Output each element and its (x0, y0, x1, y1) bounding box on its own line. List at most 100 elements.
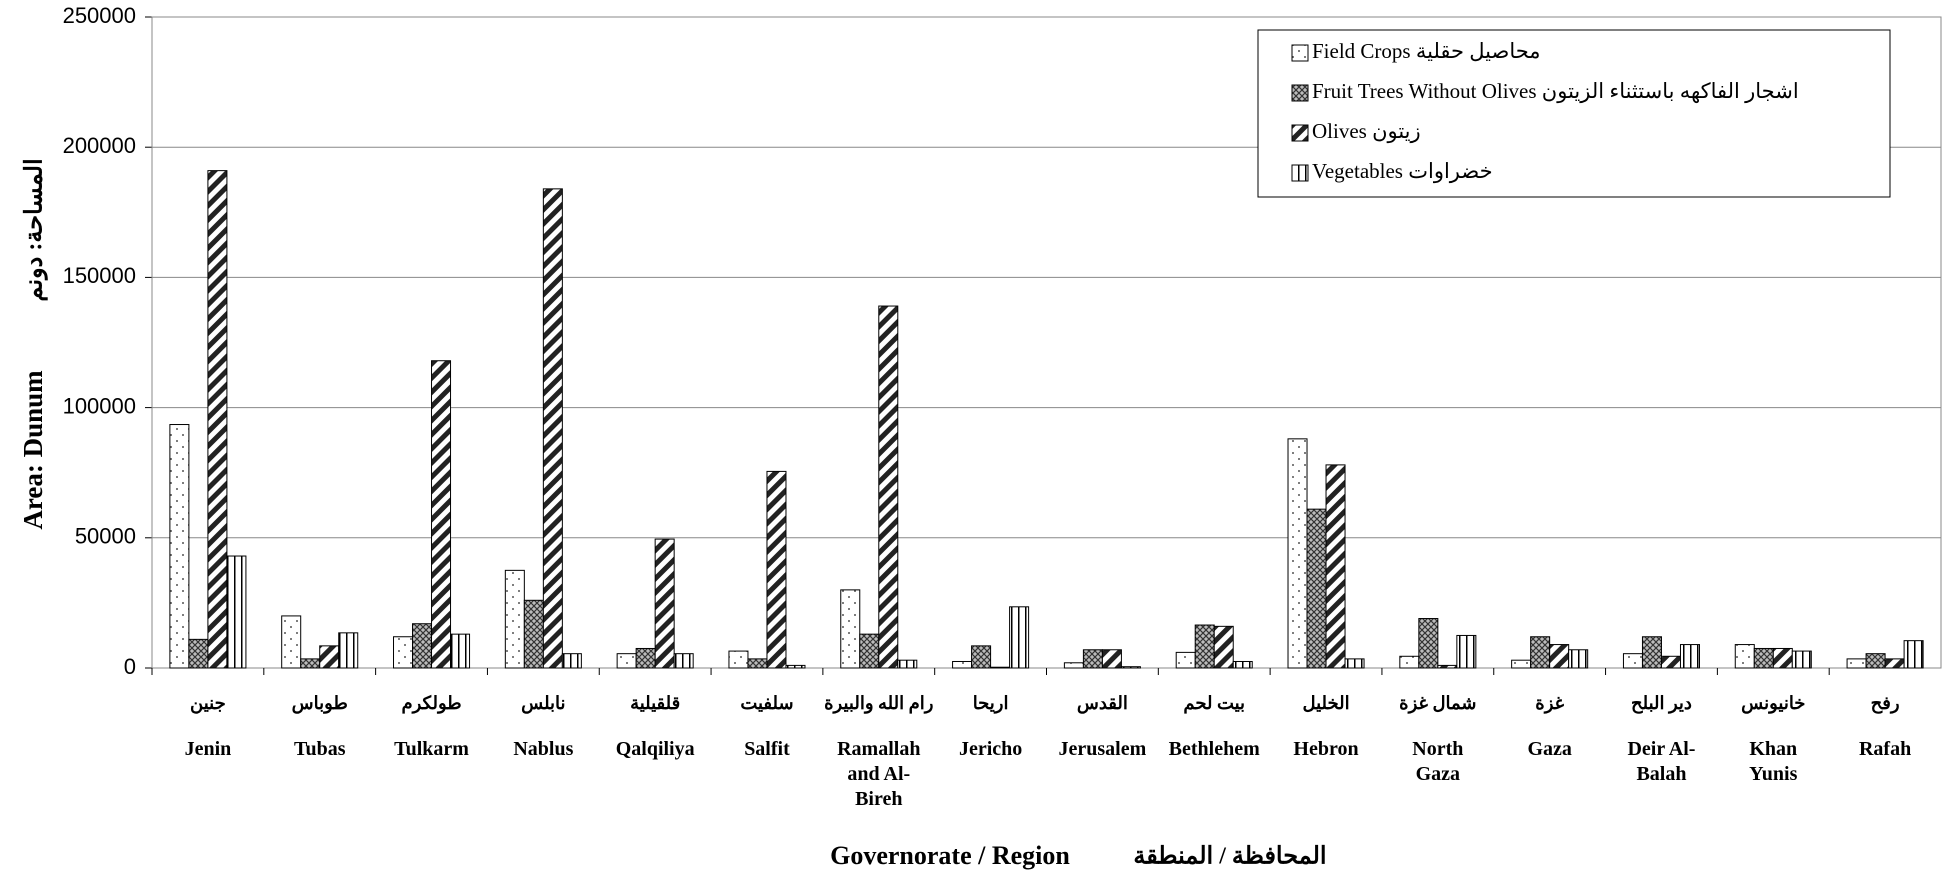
bar (1791, 650, 1812, 669)
bar (1306, 508, 1327, 669)
x-tick-label: Salfit (744, 738, 790, 760)
bar (840, 589, 861, 669)
bar (431, 360, 452, 669)
bar (1194, 624, 1215, 669)
y-axis-title: Area: Dunum (18, 370, 48, 530)
bar (971, 645, 992, 669)
x-tick-label: Bethlehem (1168, 738, 1260, 760)
bar (1418, 618, 1439, 669)
x-tick-label-ar: نابلس (521, 693, 566, 713)
bar (1344, 658, 1365, 669)
legend-label: Olives زيتون (1312, 119, 1421, 144)
x-axis-title-ar: المحافظة / المنطقة (1133, 844, 1326, 870)
bar (1325, 464, 1346, 669)
bar (1399, 655, 1420, 669)
x-tick-label: Hebron (1293, 738, 1359, 760)
bar (952, 660, 973, 669)
bar (1549, 644, 1570, 669)
legend-swatch (1291, 124, 1309, 142)
bar (393, 636, 414, 669)
bar (1287, 438, 1308, 669)
x-tick-label: Jenin (184, 738, 232, 760)
x-tick-label-ar: رام الله والبيرة (824, 693, 934, 713)
legend-swatch (1291, 164, 1309, 182)
x-tick-label-ar: طولكرم (401, 693, 462, 713)
bar (897, 659, 918, 669)
legend-label: Field Crops محاصيل حقلية (1312, 39, 1541, 63)
legend-label: Fruit Trees Without Olives اشجار الفاكهه… (1312, 79, 1799, 104)
bar (785, 664, 806, 669)
bar (412, 623, 433, 669)
bar (1884, 658, 1905, 669)
y-tick-label: 0 (124, 654, 136, 679)
bar (766, 470, 787, 669)
x-tick-label-ar: اريحا (972, 693, 1009, 713)
legend-swatch (1291, 84, 1309, 102)
bar (1660, 655, 1681, 669)
x-tick-label-ar: دير البلح (1630, 693, 1692, 713)
bar (1679, 644, 1700, 669)
y-tick-label: 100000 (63, 393, 136, 418)
bar (1772, 647, 1793, 669)
legend-label: Vegetables خضراوات (1312, 159, 1493, 184)
y-tick-label: 150000 (63, 263, 136, 288)
bar (1101, 649, 1122, 669)
bar (1753, 647, 1774, 669)
bar (673, 653, 694, 669)
bar (728, 650, 749, 669)
bar (635, 647, 656, 669)
bar (300, 658, 321, 669)
x-tick-label: Deir Al-Balah (1627, 738, 1696, 785)
bar (1511, 659, 1532, 669)
x-tick-label-ar: غزة (1535, 693, 1565, 713)
x-tick-label-ar: خانيونس (1741, 693, 1806, 713)
x-tick-label-ar: شمال غزة (1399, 693, 1477, 713)
bar (1213, 625, 1234, 669)
bar (281, 615, 302, 669)
bar (169, 424, 190, 669)
bar (1530, 636, 1551, 669)
bar (859, 633, 880, 669)
bar (1232, 660, 1253, 669)
bar (504, 569, 525, 669)
x-tick-label: Tulkarm (394, 738, 469, 760)
bar (654, 538, 675, 669)
x-tick-label: Jerusalem (1058, 738, 1147, 760)
x-tick-label-ar: قلقيلية (630, 693, 681, 713)
bar (1734, 644, 1755, 669)
x-tick-label-ar: سلفيت (740, 693, 794, 713)
bar (450, 633, 471, 669)
bar (319, 645, 340, 669)
x-axis-title: Governorate / Region (830, 841, 1070, 870)
bar (523, 599, 544, 669)
x-tick-label-ar: الخليل (1302, 693, 1350, 713)
x-tick-label: Rafah (1858, 738, 1912, 760)
bar (990, 666, 1011, 669)
legend-swatch (1291, 44, 1309, 62)
bar (1120, 666, 1141, 669)
x-tick-label: Khan Yunis (1749, 738, 1798, 785)
y-tick-label: 250000 (63, 3, 136, 28)
bar (1009, 606, 1030, 669)
x-tick-label: North Gaza (1412, 738, 1464, 785)
x-tick-label: Ramallah and Al-Bireh (837, 738, 921, 810)
y-axis-title-ar: المساحة: دونم (22, 158, 49, 301)
bar (338, 632, 359, 669)
bar (1082, 649, 1103, 669)
bar (1063, 662, 1084, 669)
legend-box (1257, 29, 1891, 198)
bar (747, 658, 768, 669)
bar (207, 170, 228, 669)
legend: Field Crops محاصيل حقلية Fruit Trees With… (1257, 29, 1891, 198)
x-tick-label-ar: بيت لحم (1183, 693, 1246, 713)
bar (1846, 658, 1867, 669)
bar (1865, 653, 1886, 669)
x-tick-label-ar: جنين (190, 693, 226, 713)
bar (616, 653, 637, 669)
bar (1175, 651, 1196, 669)
x-tick-label: Tubas (293, 738, 346, 760)
bar (1437, 664, 1458, 669)
bar (1641, 636, 1662, 669)
bar (1568, 649, 1589, 669)
